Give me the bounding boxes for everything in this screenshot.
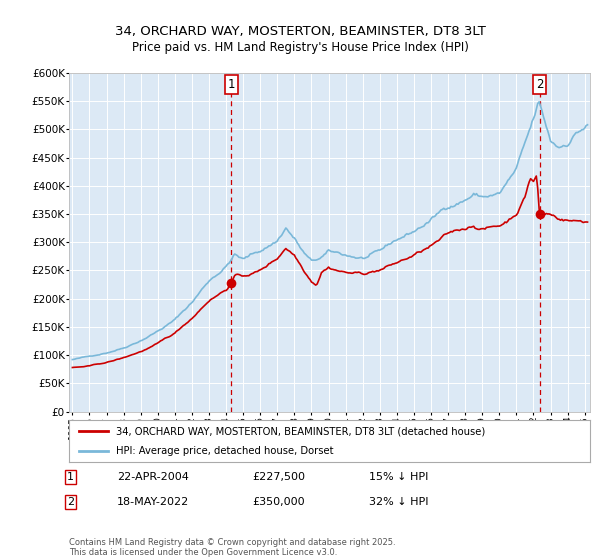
Text: £227,500: £227,500 <box>252 472 305 482</box>
Text: 18-MAY-2022: 18-MAY-2022 <box>117 497 189 507</box>
Text: Contains HM Land Registry data © Crown copyright and database right 2025.
This d: Contains HM Land Registry data © Crown c… <box>69 538 395 557</box>
Text: 2: 2 <box>67 497 74 507</box>
Text: 1: 1 <box>67 472 74 482</box>
Text: HPI: Average price, detached house, Dorset: HPI: Average price, detached house, Dors… <box>116 446 334 456</box>
Text: Price paid vs. HM Land Registry's House Price Index (HPI): Price paid vs. HM Land Registry's House … <box>131 41 469 54</box>
Text: 34, ORCHARD WAY, MOSTERTON, BEAMINSTER, DT8 3LT (detached house): 34, ORCHARD WAY, MOSTERTON, BEAMINSTER, … <box>116 426 485 436</box>
Text: 34, ORCHARD WAY, MOSTERTON, BEAMINSTER, DT8 3LT: 34, ORCHARD WAY, MOSTERTON, BEAMINSTER, … <box>115 25 485 38</box>
Text: 15% ↓ HPI: 15% ↓ HPI <box>369 472 428 482</box>
Text: 2: 2 <box>536 78 544 91</box>
Text: 32% ↓ HPI: 32% ↓ HPI <box>369 497 428 507</box>
Text: 1: 1 <box>227 78 235 91</box>
Text: 22-APR-2004: 22-APR-2004 <box>117 472 189 482</box>
Text: £350,000: £350,000 <box>252 497 305 507</box>
